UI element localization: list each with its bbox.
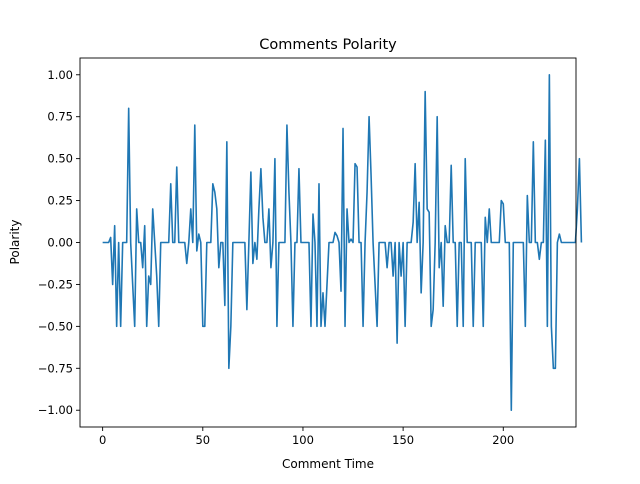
- x-tick-label: 100: [292, 433, 314, 447]
- x-tick-label: 0: [99, 433, 106, 447]
- x-axis-label: Comment Time: [282, 457, 374, 471]
- y-axis-label: Polarity: [8, 220, 22, 265]
- plot-frame: [79, 57, 577, 428]
- y-tick-label: −1.00: [38, 403, 73, 417]
- y-tick-label: 0.00: [47, 236, 73, 250]
- y-tick-label: −0.25: [38, 277, 73, 291]
- y-axis-ticks: −1.00 −0.75 −0.50 −0.25 0.00 0.25 0.50 0.75 1.00: [38, 68, 80, 417]
- y-tick-label: 1.00: [47, 68, 73, 82]
- x-tick-label: 50: [195, 433, 210, 447]
- polarity-series-line: [102, 73, 583, 412]
- y-tick-label: 0.25: [47, 194, 73, 208]
- y-tick-label: 0.50: [47, 152, 73, 166]
- y-tick-label: 0.75: [47, 110, 73, 124]
- y-tick-label: −0.75: [38, 361, 73, 375]
- chart-title: Comments Polarity: [259, 37, 397, 53]
- x-tick-label: 150: [392, 433, 414, 447]
- x-tick-label: 200: [492, 433, 514, 447]
- x-axis-ticks: 0 50 100 150 200: [99, 427, 514, 447]
- y-tick-label: −0.50: [38, 319, 73, 333]
